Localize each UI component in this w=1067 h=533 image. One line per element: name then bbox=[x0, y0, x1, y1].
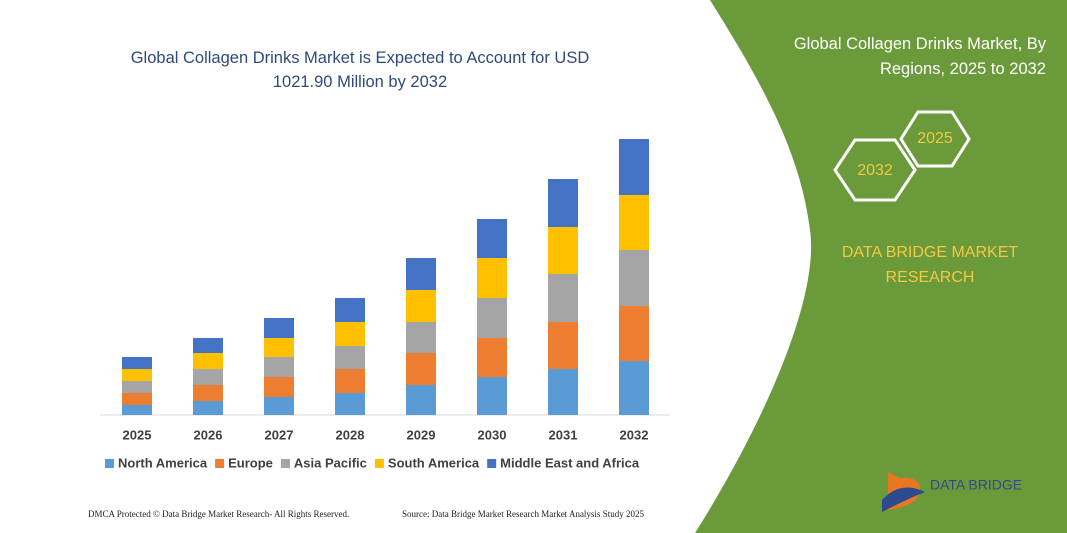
x-tick-label: 2031 bbox=[549, 427, 578, 442]
bar-segment bbox=[548, 369, 578, 415]
bar-segment bbox=[193, 353, 223, 369]
bar-segment bbox=[548, 274, 578, 322]
hex-label: 2025 bbox=[917, 130, 953, 147]
bar-segment bbox=[548, 179, 578, 227]
x-tick-label: 2026 bbox=[194, 427, 223, 442]
hex-label: 2032 bbox=[857, 162, 893, 179]
bar-segment bbox=[406, 385, 436, 415]
green-panel bbox=[695, 0, 1067, 533]
legend-label: Middle East and Africa bbox=[500, 455, 640, 470]
bar-segment bbox=[477, 258, 507, 298]
bar-segment bbox=[406, 322, 436, 353]
bar-segment bbox=[477, 338, 507, 377]
bar-segment bbox=[264, 377, 294, 397]
legend-label: North America bbox=[118, 455, 208, 470]
panel-title: Global Collagen Drinks Market, By Region… bbox=[793, 35, 1046, 78]
legend-label: Asia Pacific bbox=[294, 455, 367, 470]
x-tick-label: 2030 bbox=[478, 427, 507, 442]
bar-segment bbox=[619, 361, 649, 415]
bar-segment bbox=[335, 298, 365, 322]
bar-segment bbox=[335, 346, 365, 369]
bar-segment bbox=[619, 139, 649, 195]
legend-swatch bbox=[374, 459, 384, 468]
bar-segment bbox=[122, 357, 152, 369]
brand-text: DATA BRIDGE MARKET RESEARCH bbox=[841, 244, 1019, 286]
bar-segment bbox=[619, 250, 649, 306]
x-tick-label: 2032 bbox=[620, 427, 649, 442]
bar-segment bbox=[406, 290, 436, 322]
legend-swatch bbox=[105, 459, 114, 468]
bar-segment bbox=[335, 322, 365, 346]
bar-segment bbox=[193, 401, 223, 415]
bar-segment bbox=[335, 369, 365, 393]
bar-segment bbox=[406, 258, 436, 290]
hexagon bbox=[899, 110, 971, 168]
x-tick-label: 2025 bbox=[123, 427, 152, 442]
bar-segment bbox=[122, 393, 152, 405]
logo-text: DATA BRIDGE bbox=[930, 477, 1022, 493]
bar-segment bbox=[122, 369, 152, 381]
bar-segment bbox=[335, 393, 365, 415]
footer-left: DMCA Protected © Data Bridge Market Rese… bbox=[88, 509, 349, 519]
bar-segment bbox=[264, 357, 294, 377]
footer-right: Source: Data Bridge Market Research Mark… bbox=[402, 509, 644, 519]
hexagon bbox=[833, 138, 917, 202]
bar-segment bbox=[477, 298, 507, 338]
bar-segment bbox=[264, 338, 294, 357]
bar-segment bbox=[193, 338, 223, 353]
bar-segment bbox=[264, 318, 294, 338]
bar-segment bbox=[619, 306, 649, 361]
bar-segment bbox=[193, 385, 223, 401]
legend-swatch bbox=[487, 459, 497, 468]
bar-segment bbox=[406, 353, 436, 385]
bar-segment bbox=[477, 219, 507, 258]
bar-segment bbox=[264, 397, 294, 415]
bar-segment bbox=[548, 322, 578, 369]
x-tick-label: 2029 bbox=[407, 427, 436, 442]
legend-label: South America bbox=[388, 455, 480, 470]
bar-segment bbox=[193, 369, 223, 385]
logo-icon bbox=[882, 487, 925, 512]
bar-segment bbox=[122, 381, 152, 393]
x-tick-label: 2027 bbox=[265, 427, 294, 442]
bar-segment bbox=[122, 405, 152, 415]
bar-segment bbox=[619, 195, 649, 250]
legend-label: Europe bbox=[228, 455, 273, 470]
legend-swatch bbox=[215, 459, 225, 468]
chart-title: Global Collagen Drinks Market is Expecte… bbox=[130, 49, 590, 91]
x-tick-label: 2028 bbox=[336, 427, 365, 442]
legend-swatch bbox=[280, 459, 290, 468]
bar-segment bbox=[477, 377, 507, 415]
bar-segment bbox=[548, 227, 578, 274]
